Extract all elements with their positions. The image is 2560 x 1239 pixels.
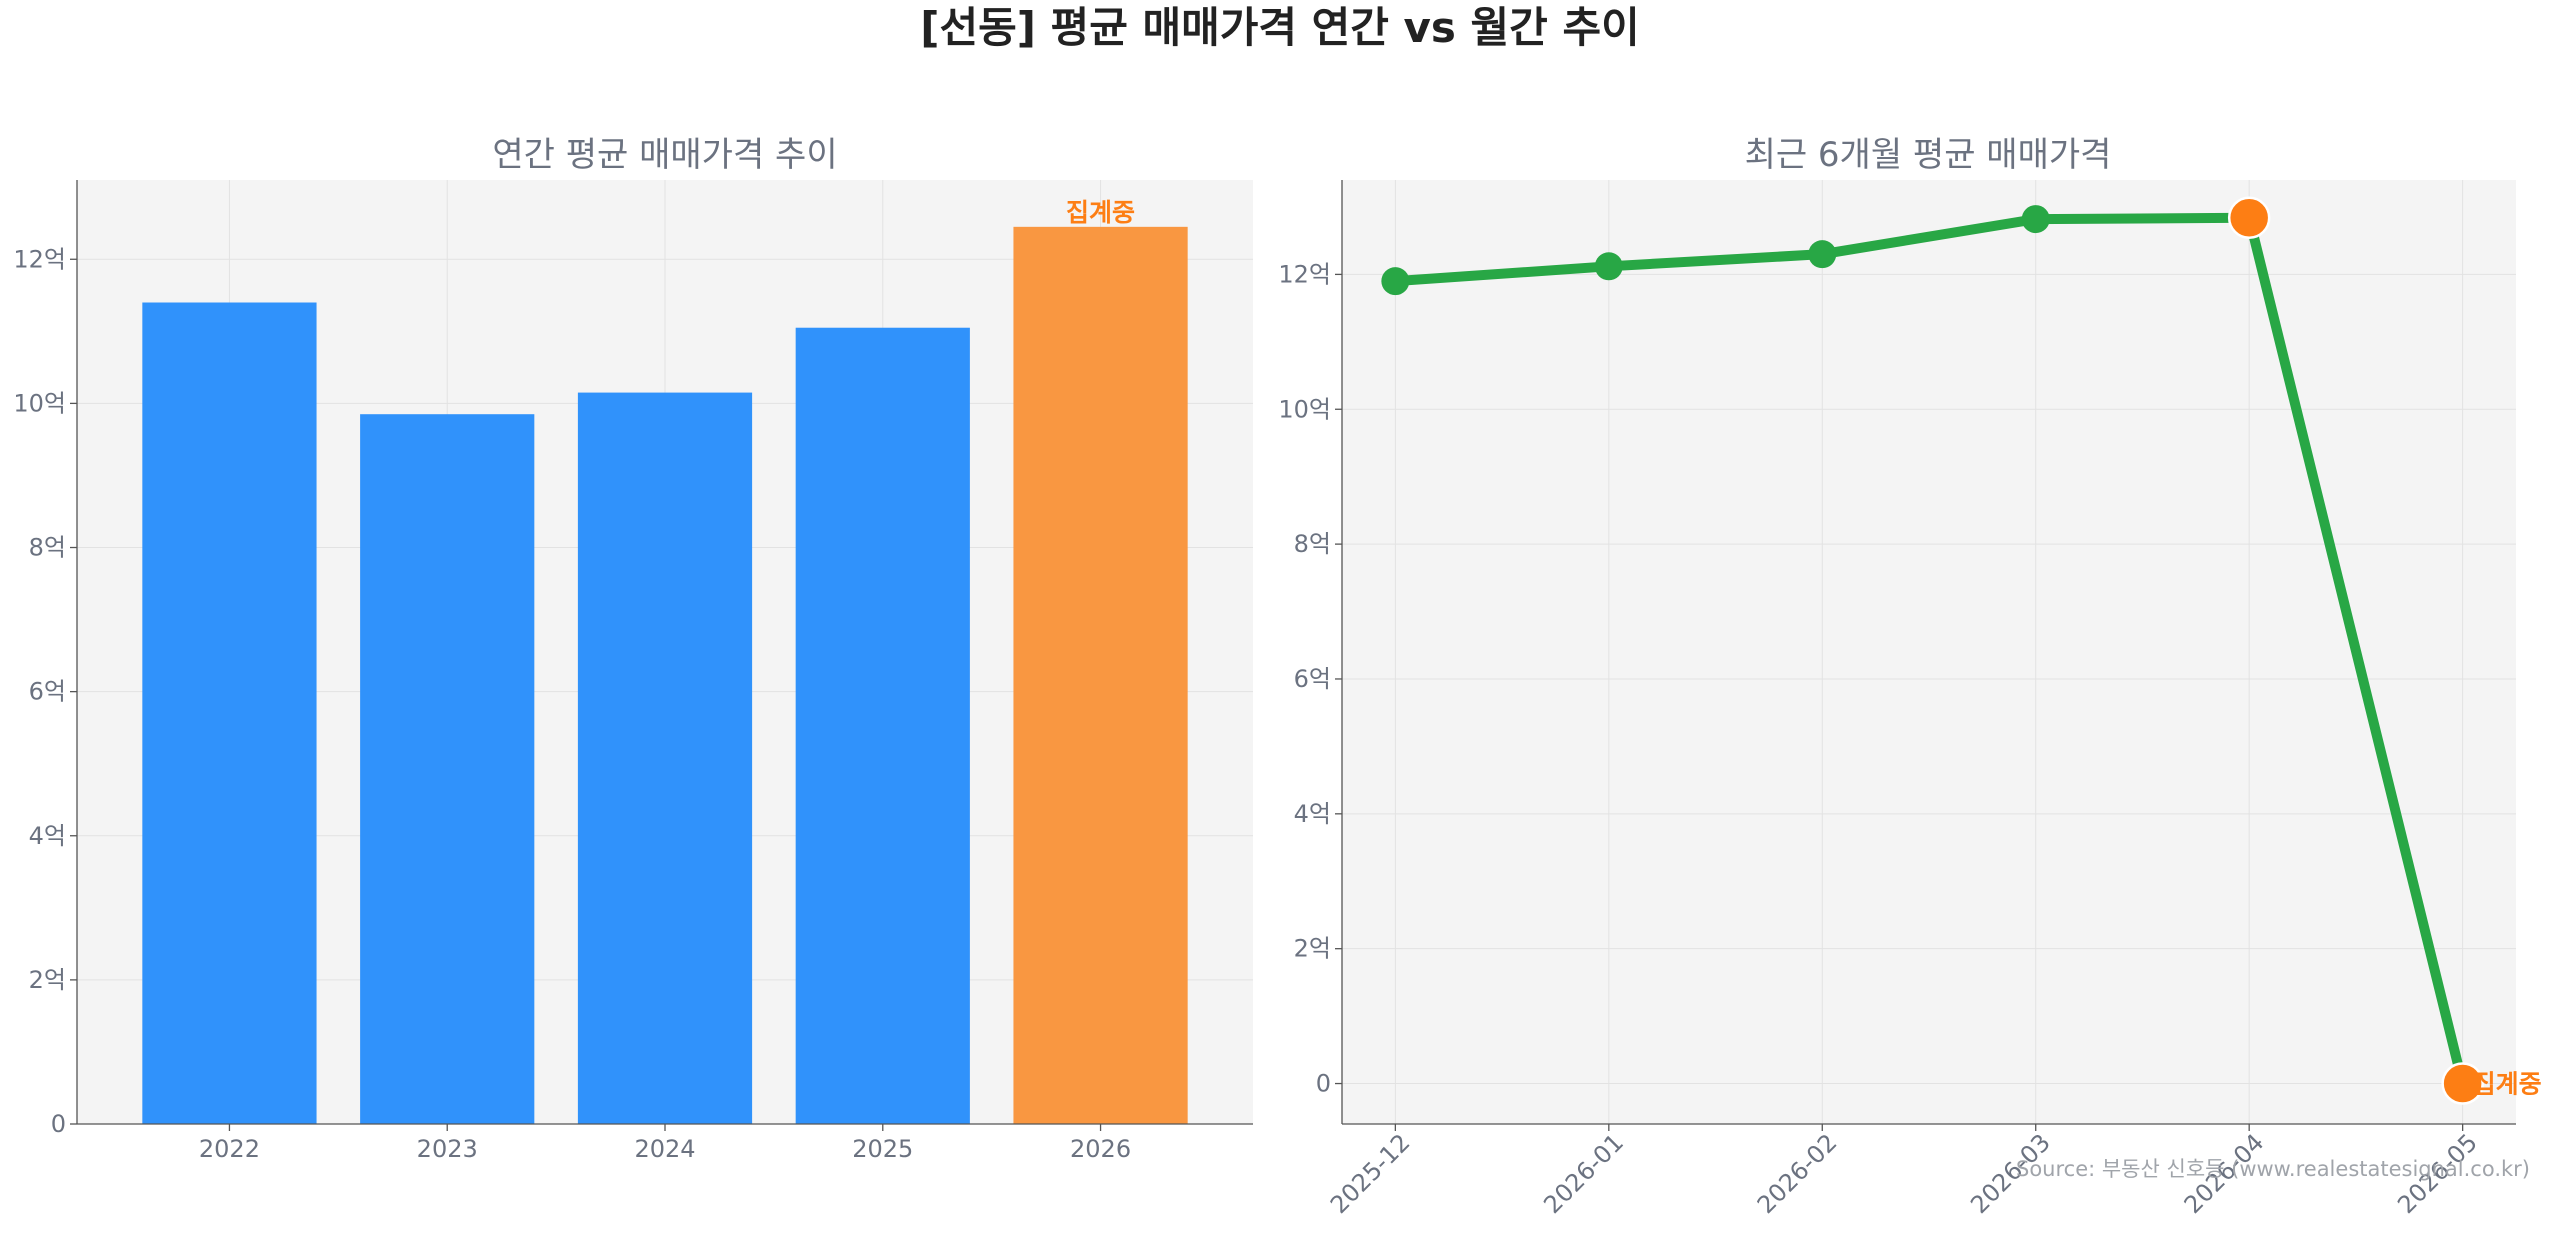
line-chart-y-ticks: 0 2억 4억 6억 8억 10억 12억: [1278, 260, 1342, 1098]
bar-2022: [142, 302, 317, 1125]
bar-chart-xtick-label: 2026: [1070, 1135, 1131, 1163]
figure-title: [선동] 평균 매매가격 연간 vs 월간 추이: [920, 3, 1639, 52]
bar-chart-ytick-label: 10억: [13, 389, 66, 417]
bar-chart-ytick-label: 8억: [29, 534, 66, 562]
bar-2026: [1013, 226, 1188, 1124]
bar-chart-xtick-label: 2025: [852, 1135, 913, 1163]
line-chart-annotation: 집계중: [2473, 1070, 2542, 1099]
line-chart-ytick-label: 0: [1316, 1070, 1331, 1098]
line-point-2026-02: [1808, 240, 1837, 269]
line-series-path: [1390, 212, 2468, 1089]
line-chart-ytick-label: 4억: [1294, 800, 1331, 828]
line-chart-ytick-label: 12억: [1278, 260, 1331, 288]
line-point-highlight-2026-05: [2441, 1062, 2484, 1105]
line-chart-ytick-label: 8억: [1294, 530, 1331, 558]
bar-chart-ytick-label: 4억: [29, 822, 66, 850]
line-chart-axes: [1341, 180, 2516, 1125]
line-chart-xtick-label: 2026-01: [1538, 1128, 1629, 1219]
source-credit: Source: 부동산 신호등 (www.realestatesignal.co…: [2016, 1157, 2530, 1181]
bar-chart-xtick-label: 2023: [417, 1135, 478, 1163]
annual-bar-chart: 0 2억 4억 6억 8억 10억 12억 2022 2023 2024 2025 2026 집계중…: [13, 135, 1253, 1163]
line-chart-ytick-label: 2억: [1294, 935, 1331, 963]
bar-2023: [360, 414, 535, 1124]
line-chart-xtick-label: 2026-02: [1752, 1128, 1843, 1219]
bar-chart-title: 연간 평균 매매가격 추이: [492, 135, 837, 175]
line-chart-grid: [1342, 180, 2516, 1124]
line-chart-plot-area: [1342, 180, 2516, 1124]
line-chart-xtick-label: 2025-12: [1325, 1128, 1416, 1219]
bar-chart-xtick-label: 2022: [199, 1135, 260, 1163]
line-point-highlight-2026-04: [2227, 196, 2271, 240]
bar-chart-y-ticks: 0 2억 4억 6억 8억 10억 12억: [13, 245, 77, 1138]
bar-2024: [577, 392, 753, 1124]
bar-chart-x-ticks: 2022 2023 2024 2025 2026: [199, 1124, 1131, 1163]
line-chart-ytick-label: 6억: [1294, 665, 1331, 693]
line-chart-title: 최근 6개월 평균 매매가격: [1745, 135, 2112, 175]
line-point-2025-12: [1381, 267, 1410, 296]
line-chart-ytick-label: 10억: [1278, 395, 1331, 423]
bar-chart-bars: [142, 226, 1188, 1125]
line-chart-series: [1381, 196, 2484, 1105]
line-point-2026-01: [1594, 252, 1623, 281]
bar-chart-ytick-label: 0: [51, 1110, 66, 1138]
bar-2025: [795, 327, 970, 1124]
bar-chart-ytick-label: 6억: [29, 678, 66, 706]
bar-chart-ytick-label: 12억: [13, 245, 66, 273]
bar-chart-annotation: 집계중: [1066, 198, 1135, 227]
bar-chart-ytick-label: 2억: [29, 966, 66, 994]
bar-chart-xtick-label: 2024: [634, 1135, 695, 1163]
line-point-2026-03: [2021, 205, 2050, 234]
